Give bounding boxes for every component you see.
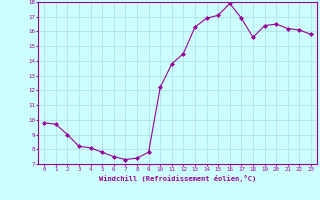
X-axis label: Windchill (Refroidissement éolien,°C): Windchill (Refroidissement éolien,°C) bbox=[99, 175, 256, 182]
